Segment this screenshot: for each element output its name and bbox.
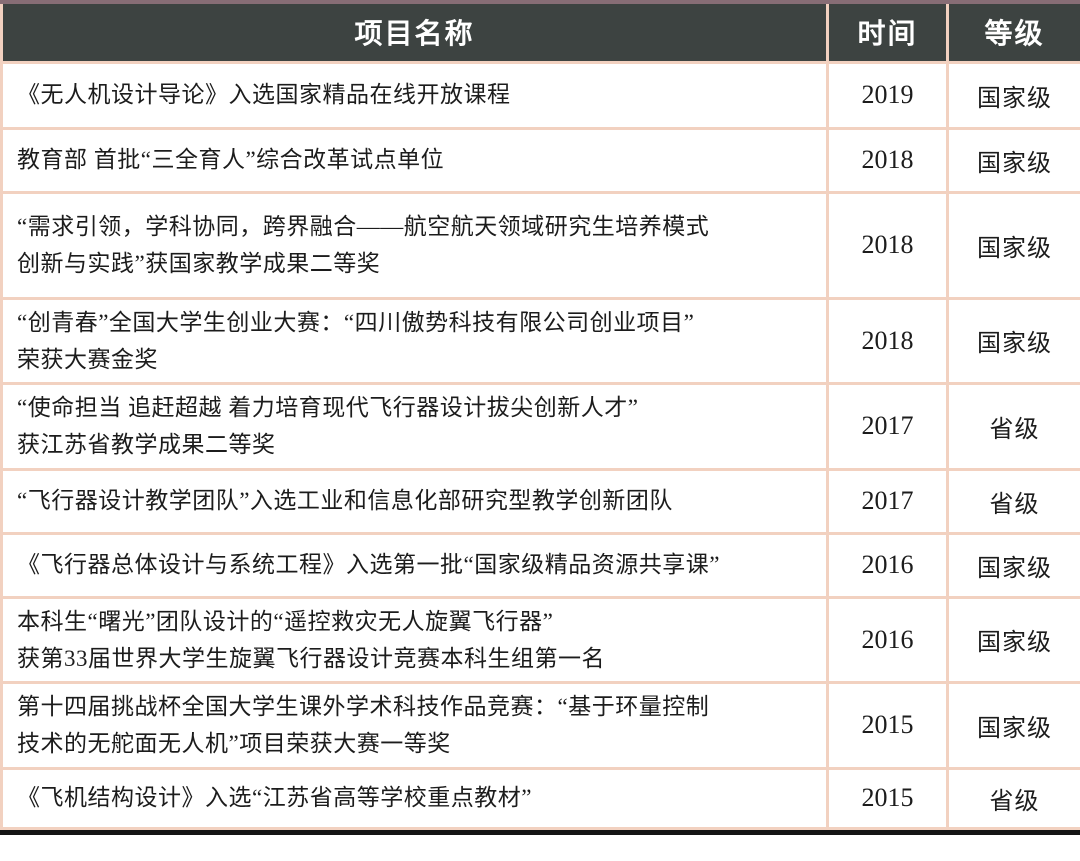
year-cell: 2018 <box>826 296 949 385</box>
table-row: 《飞行器总体设计与系统工程》入选第一批“国家级精品资源共享课” 2016 国家级 <box>0 531 1080 599</box>
year-cell: 2015 <box>826 681 949 770</box>
level-cell: 国家级 <box>946 126 1080 194</box>
table-body: 《无人机设计导论》入选国家精品在线开放课程 2019 国家级 教育部 首批“三全… <box>0 60 1080 830</box>
year-cell: 2015 <box>826 766 949 830</box>
table-row: 第十四届挑战杯全国大学生课外学术科技作品竞赛：“基于环量控制 技术的无舵面无人机… <box>0 681 1080 770</box>
table-row: 《无人机设计导论》入选国家精品在线开放课程 2019 国家级 <box>0 60 1080 130</box>
level-cell: 国家级 <box>946 60 1080 130</box>
level-cell: 国家级 <box>946 190 1080 300</box>
project-name-cell: 《无人机设计导论》入选国家精品在线开放课程 <box>0 60 829 130</box>
project-name-cell: 《飞行器总体设计与系统工程》入选第一批“国家级精品资源共享课” <box>0 531 829 599</box>
year-cell: 2016 <box>826 595 949 684</box>
year-cell: 2016 <box>826 531 949 599</box>
level-cell: 国家级 <box>946 531 1080 599</box>
year-cell: 2017 <box>826 467 949 535</box>
project-name-cell: 教育部 首批“三全育人”综合改革试点单位 <box>0 126 829 194</box>
project-name-cell: “创青春”全国大学生创业大赛：“四川傲势科技有限公司创业项目” 荣获大赛金奖 <box>0 296 829 385</box>
year-cell: 2017 <box>826 382 949 471</box>
table-row: 本科生“曙光”团队设计的“遥控救灾无人旋翼飞行器” 获第33届世界大学生旋翼飞行… <box>0 595 1080 684</box>
year-cell: 2018 <box>826 190 949 300</box>
level-cell: 国家级 <box>946 296 1080 385</box>
awards-table: 项目名称 时间 等级 《无人机设计导论》入选国家精品在线开放课程 2019 国家… <box>0 4 1080 830</box>
column-header-level: 等级 <box>946 4 1080 64</box>
top-accent-bar <box>0 0 1080 4</box>
level-cell: 省级 <box>946 467 1080 535</box>
level-cell: 省级 <box>946 766 1080 830</box>
level-cell: 省级 <box>946 382 1080 471</box>
table-row: “创青春”全国大学生创业大赛：“四川傲势科技有限公司创业项目” 荣获大赛金奖 2… <box>0 296 1080 385</box>
project-name-cell: 第十四届挑战杯全国大学生课外学术科技作品竞赛：“基于环量控制 技术的无舵面无人机… <box>0 681 829 770</box>
project-name-cell: “需求引领，学科协同，跨界融合——航空航天领域研究生培养模式 创新与实践”获国家… <box>0 190 829 300</box>
bottom-accent-bar <box>0 829 1080 835</box>
project-name-cell: 《飞机结构设计》入选“江苏省高等学校重点教材” <box>0 766 829 830</box>
project-name-cell: 本科生“曙光”团队设计的“遥控救灾无人旋翼飞行器” 获第33届世界大学生旋翼飞行… <box>0 595 829 684</box>
project-name-cell: “飞行器设计教学团队”入选工业和信息化部研究型教学创新团队 <box>0 467 829 535</box>
year-cell: 2019 <box>826 60 949 130</box>
table-row: 教育部 首批“三全育人”综合改革试点单位 2018 国家级 <box>0 126 1080 194</box>
column-header-project-name: 项目名称 <box>0 4 829 64</box>
table-row: “需求引领，学科协同，跨界融合——航空航天领域研究生培养模式 创新与实践”获国家… <box>0 190 1080 300</box>
project-name-cell: “使命担当 追赶超越 着力培育现代飞行器设计拔尖创新人才” 获江苏省教学成果二等… <box>0 382 829 471</box>
year-cell: 2018 <box>826 126 949 194</box>
level-cell: 国家级 <box>946 595 1080 684</box>
level-cell: 国家级 <box>946 681 1080 770</box>
header-row: 项目名称 时间 等级 <box>0 4 1080 64</box>
table-row: “飞行器设计教学团队”入选工业和信息化部研究型教学创新团队 2017 省级 <box>0 467 1080 535</box>
table-header: 项目名称 时间 等级 <box>0 4 1080 64</box>
column-header-time: 时间 <box>826 4 949 64</box>
table-row: 《飞机结构设计》入选“江苏省高等学校重点教材” 2015 省级 <box>0 766 1080 830</box>
table-row: “使命担当 追赶超越 着力培育现代飞行器设计拔尖创新人才” 获江苏省教学成果二等… <box>0 382 1080 471</box>
